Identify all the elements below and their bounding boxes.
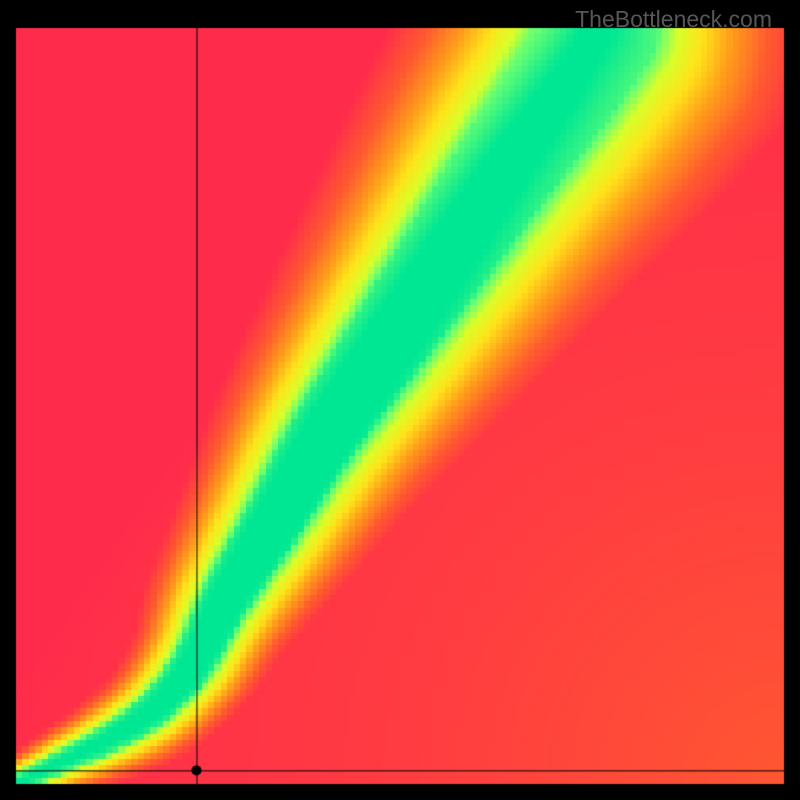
bottleneck-heatmap bbox=[0, 0, 800, 800]
watermark-text: TheBottleneck.com bbox=[575, 6, 772, 33]
